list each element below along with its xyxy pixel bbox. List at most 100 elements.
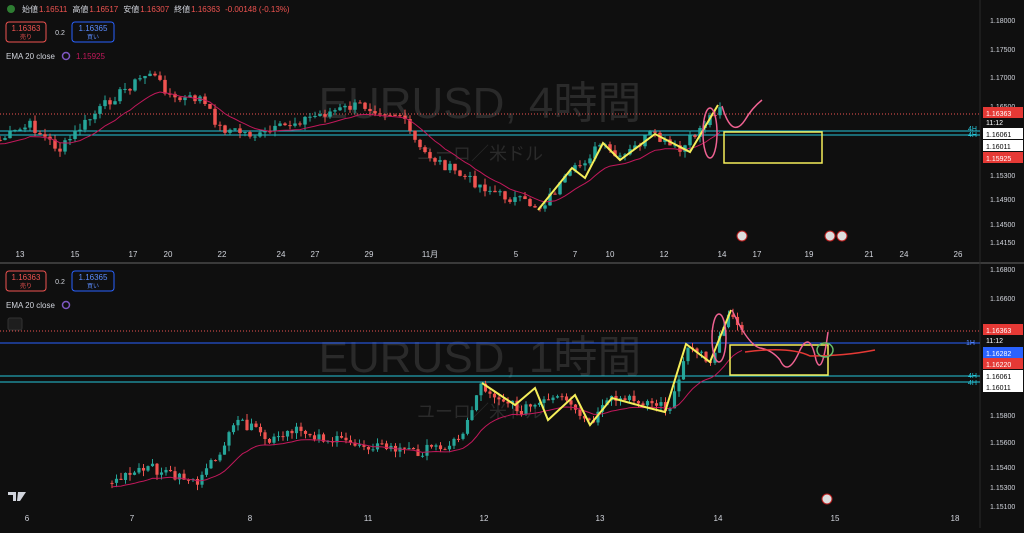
candle-body bbox=[726, 314, 731, 328]
candle-body bbox=[290, 430, 294, 434]
candle-body bbox=[238, 128, 242, 134]
candle-body bbox=[53, 139, 57, 149]
indicator-icon[interactable] bbox=[61, 51, 71, 61]
candle-body bbox=[513, 197, 517, 202]
candle-body bbox=[420, 455, 425, 457]
candle-body bbox=[366, 446, 371, 450]
candle-body bbox=[578, 409, 582, 416]
candle-body bbox=[363, 102, 367, 109]
candle-body bbox=[663, 402, 668, 411]
candle-body bbox=[508, 199, 512, 202]
candle-body bbox=[533, 206, 537, 208]
sell-label: 売り bbox=[20, 33, 32, 41]
indicator-icon[interactable] bbox=[61, 300, 71, 310]
candle-body bbox=[456, 438, 461, 440]
line-label: 4H bbox=[968, 373, 977, 380]
candle-body bbox=[492, 393, 497, 398]
sell-button[interactable] bbox=[5, 270, 47, 292]
candle-body bbox=[368, 108, 372, 112]
price-label: 1.15100 bbox=[990, 504, 1015, 511]
candle-body bbox=[218, 124, 222, 126]
candle-body bbox=[537, 402, 542, 405]
candle-body bbox=[294, 426, 299, 434]
countdown: 11:12 bbox=[986, 120, 1003, 127]
price-tag bbox=[983, 347, 1023, 358]
price-label: 1.17000 bbox=[990, 75, 1015, 82]
candle-body bbox=[248, 132, 252, 137]
candle-body bbox=[119, 478, 123, 480]
candle-body bbox=[582, 415, 587, 419]
ema-line bbox=[111, 349, 743, 488]
candle-body bbox=[273, 125, 277, 132]
date-label: 18 bbox=[951, 514, 960, 523]
buy-button[interactable] bbox=[71, 270, 115, 292]
candle-body bbox=[452, 438, 456, 446]
candle-body bbox=[371, 449, 375, 451]
candle-body bbox=[103, 100, 107, 107]
projection bbox=[744, 349, 876, 357]
logo bbox=[8, 492, 26, 501]
price-tag-text: 1.16282 bbox=[986, 351, 1011, 358]
candle-body bbox=[308, 116, 312, 118]
candle-body bbox=[498, 191, 502, 193]
candle-body bbox=[483, 184, 487, 192]
candle-body bbox=[407, 447, 411, 449]
date-label: 7 bbox=[573, 250, 578, 259]
event-flag[interactable] bbox=[824, 230, 836, 242]
candle-body bbox=[434, 445, 438, 447]
price-label: 1.15600 bbox=[990, 440, 1015, 447]
candle-body bbox=[222, 445, 227, 455]
candle-body bbox=[458, 170, 462, 176]
candle-body bbox=[132, 472, 137, 475]
candle-body bbox=[573, 404, 578, 410]
candle-body bbox=[560, 396, 564, 398]
circle-mark bbox=[711, 313, 727, 363]
candle-body bbox=[243, 132, 247, 134]
date-label: 14 bbox=[718, 250, 727, 259]
price-tag bbox=[983, 152, 1023, 163]
candle-body bbox=[213, 108, 217, 125]
price-tag bbox=[983, 107, 1023, 118]
candle-body bbox=[200, 474, 204, 485]
event-flag[interactable] bbox=[836, 230, 848, 242]
candle-body bbox=[245, 419, 249, 431]
price-label: 1.16800 bbox=[990, 267, 1015, 274]
event-flag[interactable] bbox=[736, 230, 748, 242]
date-label: 15 bbox=[71, 250, 80, 259]
candle-body bbox=[654, 403, 659, 406]
candle-body bbox=[293, 123, 297, 126]
line-label: 4H bbox=[968, 380, 977, 387]
candle-body bbox=[155, 463, 159, 475]
candle-body bbox=[533, 404, 537, 407]
candle-body bbox=[118, 89, 122, 102]
candle-body bbox=[423, 147, 427, 153]
candle-body bbox=[164, 469, 168, 473]
candle-body bbox=[177, 473, 182, 480]
candle-body bbox=[443, 160, 447, 171]
candle-body bbox=[73, 130, 77, 139]
price-label: 1.15400 bbox=[990, 465, 1015, 472]
candle-body bbox=[428, 152, 432, 159]
candle-body bbox=[518, 196, 522, 198]
candle-body bbox=[463, 175, 467, 177]
candle-body bbox=[429, 444, 434, 447]
event-flag[interactable] bbox=[821, 493, 833, 505]
candle-body bbox=[731, 314, 735, 317]
candle-body bbox=[276, 436, 281, 438]
candle-body bbox=[113, 101, 117, 105]
candle-body bbox=[123, 88, 127, 90]
candle-body bbox=[123, 472, 128, 480]
candle-body bbox=[114, 478, 119, 483]
candle-body bbox=[98, 106, 102, 114]
candle-body bbox=[133, 79, 137, 91]
candle-body bbox=[493, 190, 497, 193]
candle-body bbox=[378, 113, 382, 115]
price-tag-text: 1.16363 bbox=[986, 328, 1011, 335]
candle-body bbox=[223, 125, 227, 133]
candle-body bbox=[383, 114, 387, 116]
collapse-button[interactable] bbox=[7, 317, 23, 331]
buy-button[interactable] bbox=[71, 21, 115, 43]
candle-body bbox=[433, 158, 437, 162]
sell-button[interactable] bbox=[5, 21, 47, 43]
